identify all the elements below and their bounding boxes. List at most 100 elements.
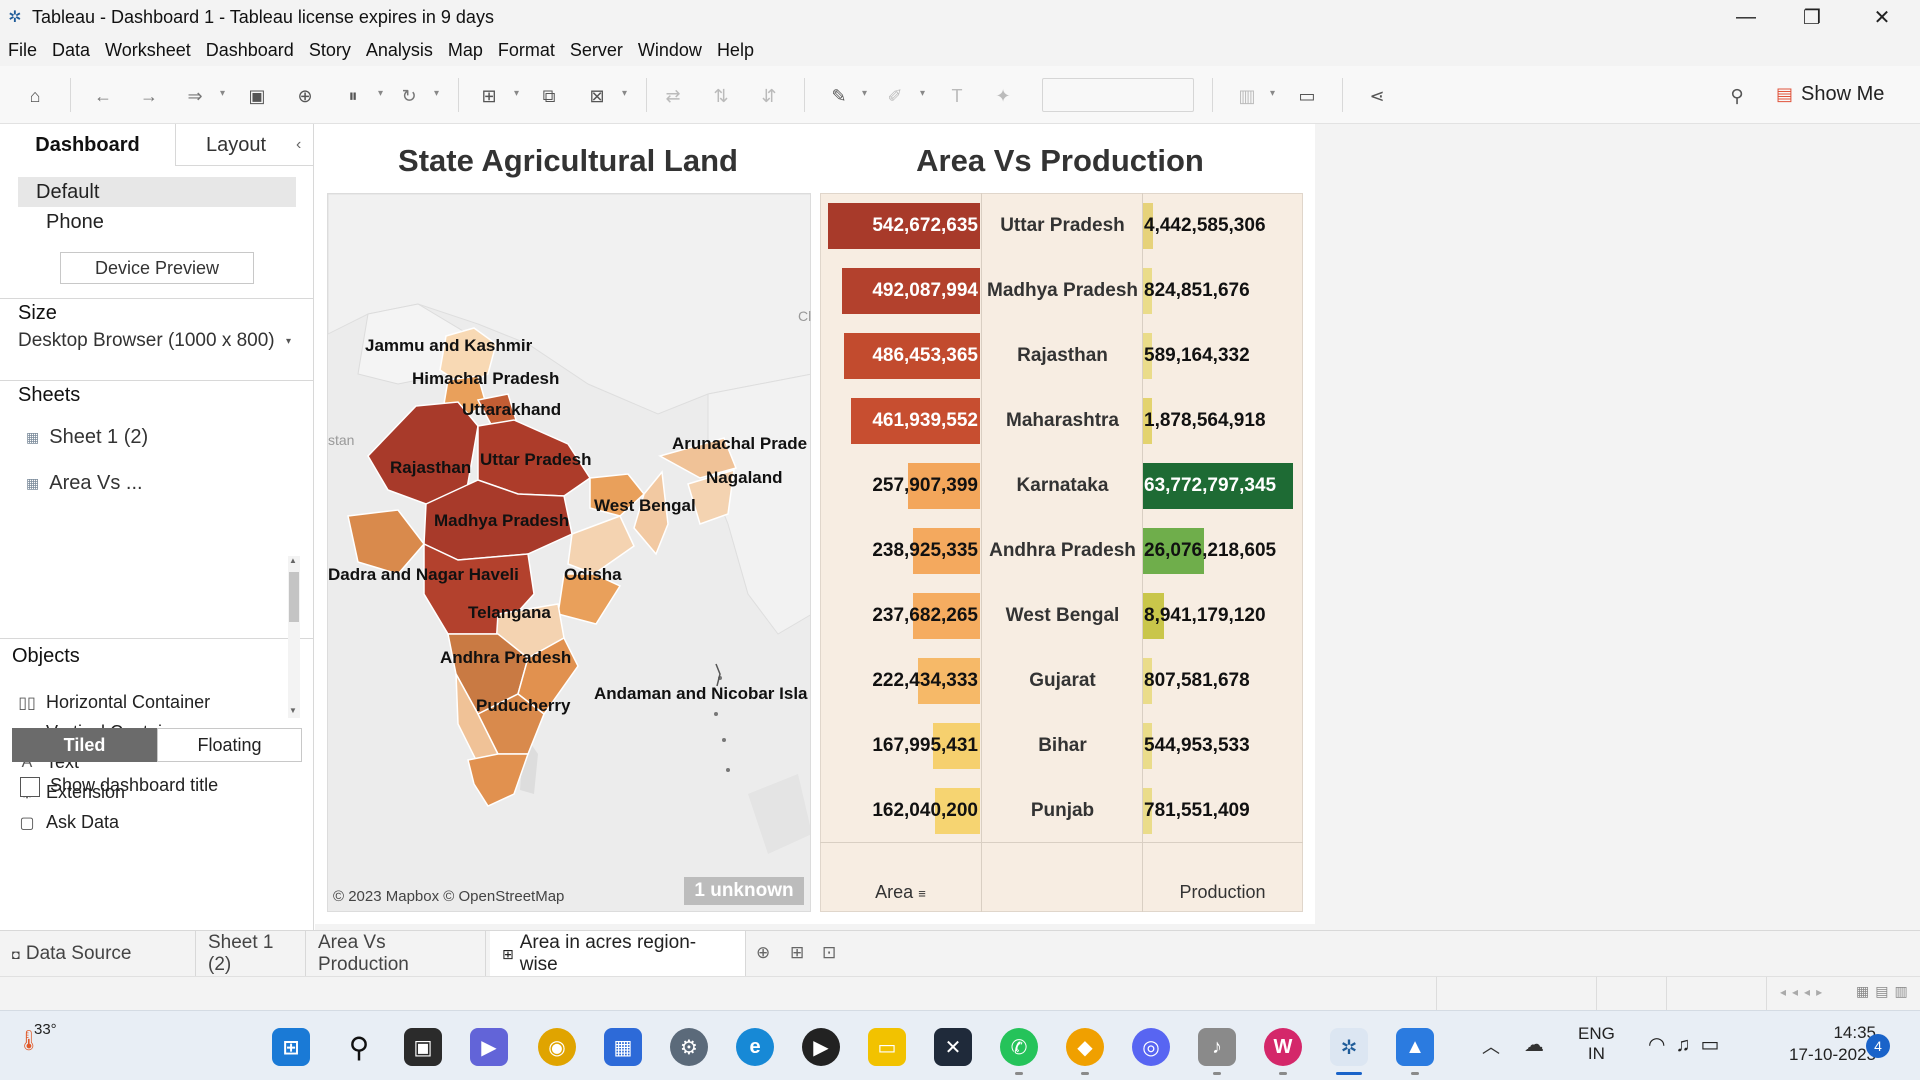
sheet-item[interactable]: ▦ Area Vs ... [26, 472, 143, 495]
area-column-header[interactable]: Area ≡ [820, 882, 981, 903]
pin-icon[interactable]: ✦ [995, 85, 1011, 106]
area-bar[interactable] [935, 788, 980, 834]
clock[interactable]: 14:35 17-10-2023 [1760, 1022, 1876, 1066]
object-ask-data[interactable]: ▢ Ask Data [16, 812, 119, 833]
refresh-dropdown-icon[interactable]: ▾ [434, 88, 440, 99]
tableau-taskbar-icon[interactable]: ✲ [1330, 1028, 1368, 1066]
weather-icon[interactable]: 🌡 [16, 1030, 42, 1052]
restore-button[interactable]: ❐ [1803, 6, 1821, 29]
menu-server[interactable]: Server [569, 39, 623, 60]
area-bar[interactable] [913, 593, 980, 639]
area-bar[interactable] [842, 268, 980, 314]
area-bar[interactable] [913, 528, 980, 574]
new-story-icon[interactable]: ⊡ [822, 943, 837, 962]
size-select[interactable]: Desktop Browser (1000 x 800) [18, 330, 275, 351]
menu-map[interactable]: Map [447, 39, 483, 60]
menu-data[interactable]: Data [52, 39, 91, 60]
menu-dashboard[interactable]: Dashboard [205, 39, 294, 60]
area-bar[interactable] [908, 463, 980, 509]
close-button[interactable]: ✕ [1873, 6, 1891, 29]
tab-data-source[interactable]: ◘ Data Source [0, 931, 196, 977]
chrome-icon[interactable]: ◉ [538, 1028, 576, 1066]
sort-descending-icon[interactable]: ≡ [918, 886, 926, 901]
presentation-icon[interactable]: ▭ [1298, 85, 1316, 106]
sheet-navigation-icon[interactable]: ◂◂◂▸ [1780, 985, 1829, 999]
menu-story[interactable]: Story [308, 39, 351, 60]
production-bar[interactable] [1143, 268, 1152, 314]
clear-sheet-icon[interactable]: ⊠ [589, 85, 605, 106]
discord-icon[interactable]: ◎ [1132, 1028, 1170, 1066]
sheet-item[interactable]: ▦ Sheet 1 (2) [26, 426, 148, 449]
scroll-down-icon[interactable]: ▼ [289, 706, 297, 715]
show-cards-icon[interactable]: ▥ [1238, 85, 1256, 106]
size-dropdown-icon[interactable]: ▾ [286, 336, 292, 347]
wifi-volume-battery-icons[interactable]: ◠♫▭ [1648, 1034, 1730, 1056]
replay-dropdown-icon[interactable]: ▾ [220, 88, 226, 99]
home-icon[interactable]: ⌂ [29, 85, 41, 106]
pause-dropdown-icon[interactable]: ▾ [378, 88, 384, 99]
redo-icon[interactable]: → [140, 85, 158, 106]
production-bar[interactable] [1143, 788, 1152, 834]
teams-icon[interactable]: ▶ [470, 1028, 508, 1066]
floating-button[interactable]: Floating [157, 728, 302, 762]
swap-icon[interactable]: ⇄ [665, 85, 681, 106]
share-icon[interactable]: ⋖ [1369, 85, 1385, 106]
object-horizontal-container[interactable]: ▯▯ Horizontal Container [16, 692, 210, 713]
microphone-app-icon[interactable]: ♪ [1198, 1028, 1236, 1066]
refresh-icon[interactable]: ↻ [401, 85, 417, 106]
view-mode-icon[interactable]: ▦▤▥ [1856, 983, 1914, 999]
production-bar[interactable] [1143, 333, 1152, 379]
windows-start-icon[interactable]: ⊞ [272, 1028, 310, 1066]
scroll-up-icon[interactable]: ▲ [289, 556, 297, 565]
cards-dropdown-icon[interactable]: ▾ [1270, 88, 1276, 99]
production-bar[interactable] [1143, 463, 1293, 509]
clear-dropdown-icon[interactable]: ▾ [622, 88, 628, 99]
new-dashboard-icon[interactable]: ⊞ [790, 943, 805, 962]
unknown-indicator[interactable]: 1 unknown [684, 877, 804, 905]
notification-badge[interactable]: 4 [1866, 1034, 1890, 1058]
undo-icon[interactable]: ← [94, 85, 112, 106]
tab-dashboard[interactable]: Dashboard [0, 124, 176, 166]
settings-icon[interactable]: ⚙ [670, 1028, 708, 1066]
minimize-button[interactable]: — [1736, 5, 1756, 28]
new-worksheet-dropdown-icon[interactable]: ▾ [514, 88, 520, 99]
sort-ascending-icon[interactable]: ⇅ [713, 85, 729, 106]
collapse-panel-icon[interactable]: ‹ [296, 136, 302, 153]
whatsapp-icon[interactable]: ✆ [1000, 1028, 1038, 1066]
india-map[interactable] [327, 193, 811, 912]
highlight-dropdown-icon[interactable]: ▾ [862, 88, 868, 99]
production-bar[interactable] [1143, 528, 1204, 574]
area-bar[interactable] [933, 723, 980, 769]
menu-worksheet[interactable]: Worksheet [105, 39, 191, 60]
wps-office-icon[interactable]: W [1264, 1028, 1302, 1066]
production-bar[interactable] [1143, 203, 1153, 249]
tab-layout[interactable]: Layout [205, 133, 267, 156]
menu-format[interactable]: Format [497, 39, 555, 60]
group-icon[interactable]: ✐ [887, 85, 903, 106]
duplicate-icon[interactable]: ⧉ [542, 85, 556, 106]
menu-window[interactable]: Window [637, 39, 702, 60]
menu-analysis[interactable]: Analysis [365, 39, 433, 60]
device-preview-button[interactable]: Device Preview [60, 252, 254, 284]
production-bar[interactable] [1143, 658, 1152, 704]
replay-icon[interactable]: ⇒ [187, 85, 203, 106]
show-hidden-icons-icon[interactable]: ︿ [1482, 1037, 1500, 1057]
format-painter-icon[interactable]: ⚲ [1730, 85, 1744, 106]
tiled-button[interactable]: Tiled [12, 728, 157, 762]
new-worksheet-icon[interactable]: ⊕ [756, 943, 771, 962]
search-icon[interactable]: ⚲ [348, 1031, 370, 1063]
tab-area-in-acres-region-wise[interactable]: ⊞ Area in acres region-wise [490, 931, 746, 977]
tab-sheet-1-2[interactable]: Sheet 1 (2) [196, 931, 306, 977]
vpn-icon[interactable]: ◆ [1066, 1028, 1104, 1066]
group-dropdown-icon[interactable]: ▾ [920, 88, 926, 99]
production-bar[interactable] [1143, 398, 1152, 444]
area-bar[interactable] [828, 203, 980, 249]
language-indicator[interactable]: ENG IN [1578, 1024, 1615, 1064]
objects-scrollbar-thumb[interactable] [289, 572, 299, 622]
save-icon[interactable]: ▣ [248, 85, 266, 106]
device-phone[interactable]: Phone [46, 210, 104, 233]
production-bar[interactable] [1143, 723, 1152, 769]
new-data-source-icon[interactable]: ⊕ [297, 85, 313, 106]
tab-area-vs-production[interactable]: Area Vs Production [306, 931, 486, 977]
show-dashboard-title-checkbox[interactable] [20, 777, 40, 797]
